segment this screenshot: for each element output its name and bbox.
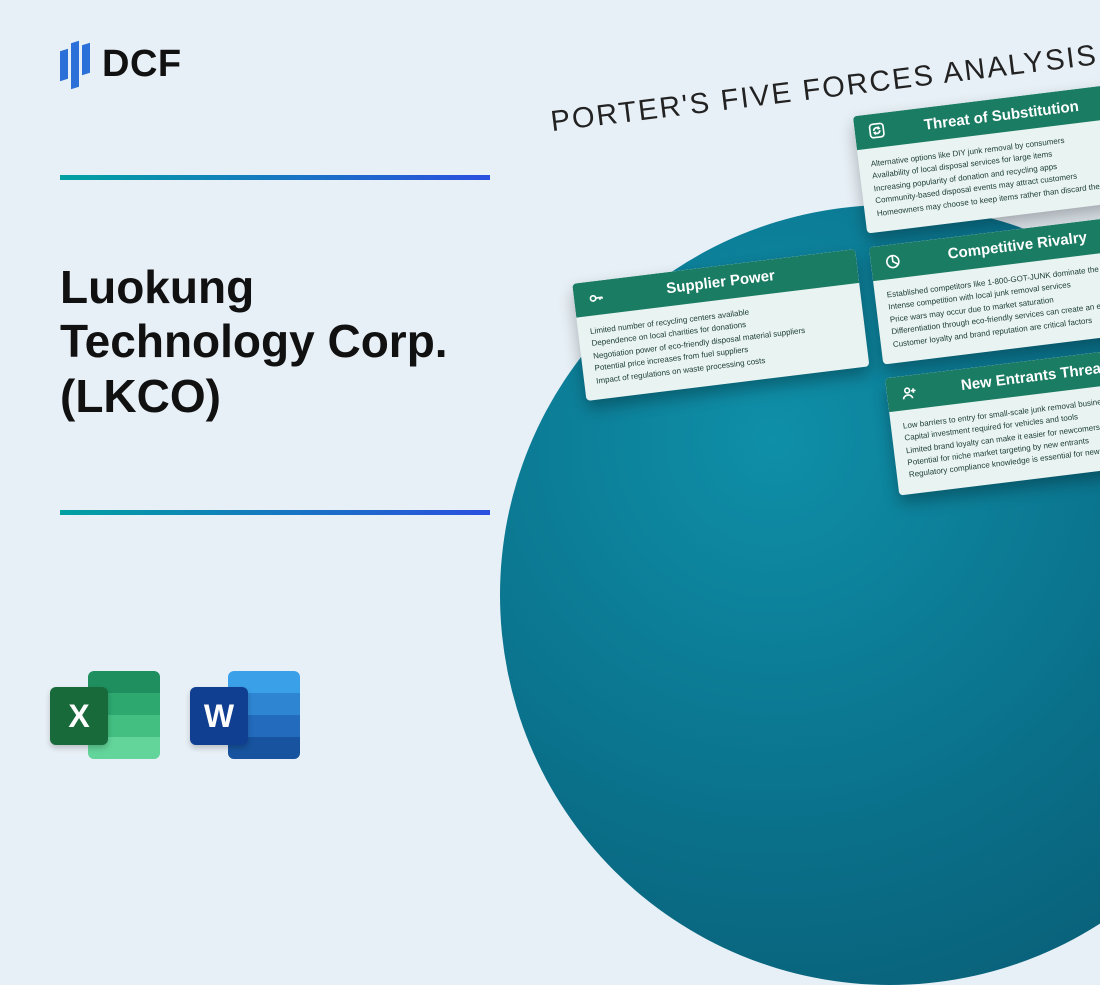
key-icon <box>585 287 607 309</box>
divider-bottom <box>60 510 490 515</box>
card-rivalry: Competitive Rivalry Established competit… <box>869 213 1100 365</box>
card-supplier: Supplier Power Limited number of recycli… <box>572 249 869 401</box>
page-title: Luokung Technology Corp. (LKCO) <box>60 260 500 423</box>
brand-name: DCF <box>102 43 182 86</box>
divider-top <box>60 175 490 180</box>
brand-logo: DCF <box>60 40 182 88</box>
word-badge-letter: W <box>190 687 248 745</box>
excel-icon[interactable]: X <box>50 665 160 765</box>
card-substitution: Threat of Substitution Alternative optio… <box>853 82 1100 234</box>
word-icon[interactable]: W <box>190 665 300 765</box>
logo-bars-icon <box>60 40 90 88</box>
card-entrants: New Entrants Threat Low barriers to entr… <box>885 344 1100 496</box>
excel-badge-letter: X <box>50 687 108 745</box>
app-icons-row: X W <box>50 665 300 765</box>
refresh-icon <box>866 119 888 141</box>
pie-icon <box>882 250 904 272</box>
person-add-icon <box>898 381 920 403</box>
analysis-stage: PORTER'S FIVE FORCES ANALYSIS Threat of … <box>515 35 1100 536</box>
